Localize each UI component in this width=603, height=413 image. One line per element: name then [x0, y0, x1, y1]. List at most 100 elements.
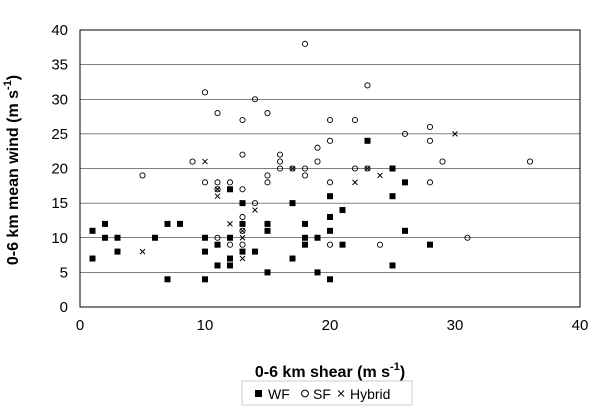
- x-axis-tick-labels: 0 10 20 30 40: [76, 317, 589, 334]
- point-sf: [214, 179, 221, 186]
- point-wf: [227, 234, 233, 241]
- point-wf: [202, 248, 208, 255]
- y-tick-label: 10: [51, 230, 68, 247]
- point-wf: [302, 241, 308, 248]
- point-wf: [302, 234, 308, 241]
- data-points: [89, 40, 534, 283]
- point-sf: [326, 241, 334, 248]
- point-sf: [239, 116, 246, 124]
- point-wf: [289, 200, 296, 207]
- point-sf: [301, 40, 309, 47]
- point-wf: [327, 227, 333, 234]
- point-sf: [401, 130, 409, 137]
- point-wf: [302, 220, 308, 227]
- point-sf: [239, 186, 246, 193]
- point-wf: [102, 220, 108, 227]
- point-sf: [276, 165, 284, 172]
- point-sf: [289, 165, 296, 172]
- point-wf: [252, 248, 258, 255]
- point-sf: [464, 234, 471, 241]
- point-wf: [389, 262, 396, 269]
- point-hybrid: [452, 131, 458, 137]
- point-hybrid: [364, 165, 371, 172]
- point-hybrid: [227, 221, 233, 227]
- point-wf: [227, 186, 233, 193]
- point-sf: [201, 179, 209, 186]
- point-wf: [102, 234, 108, 241]
- point-wf: [114, 248, 121, 255]
- y-axis-tick-labels: 0 5 10 15 20 25 30 35 40: [51, 22, 68, 316]
- point-wf: [214, 262, 221, 269]
- point-sf: [189, 158, 196, 165]
- x-tick-label: 40: [572, 317, 589, 334]
- point-sf: [226, 179, 234, 186]
- legend-frame: [241, 380, 413, 406]
- point-hybrid: [214, 186, 221, 193]
- point-sf: [239, 227, 246, 234]
- point-sf: [426, 123, 434, 130]
- y-tick-label: 25: [51, 126, 68, 143]
- point-wf: [152, 234, 158, 241]
- point-sf: [239, 213, 246, 221]
- point-sf: [214, 110, 221, 117]
- y-tick-label: 40: [51, 22, 68, 39]
- point-sf: [276, 151, 284, 158]
- point-wf: [164, 276, 171, 283]
- point-sf: [276, 158, 284, 165]
- x-tick-label: 30: [447, 317, 464, 334]
- x-axis-title: 0-6 km shear (m s-1): [255, 361, 405, 381]
- point-hybrid: [377, 172, 383, 179]
- point-hybrid: [239, 227, 246, 234]
- point-sf: [326, 116, 334, 124]
- point-hybrid: [352, 179, 358, 186]
- point-wf: [202, 234, 208, 241]
- point-sf: [364, 165, 371, 172]
- point-wf: [402, 179, 408, 186]
- point-sf: [426, 179, 434, 186]
- plot-area-frame: [79, 29, 581, 308]
- point-wf: [89, 227, 96, 234]
- point-wf: [227, 262, 233, 269]
- point-sf: [264, 172, 271, 179]
- point-sf: [251, 96, 259, 103]
- point-wf: [389, 193, 396, 200]
- y-tick-label: 0: [60, 299, 68, 316]
- legend-hybrid-label: Hybrid: [350, 386, 390, 402]
- point-sf: [264, 179, 271, 186]
- point-wf: [264, 220, 271, 227]
- point-sf: [364, 82, 371, 89]
- point-sf: [226, 241, 234, 248]
- point-sf: [314, 158, 321, 165]
- point-wf: [239, 220, 246, 227]
- gridlines: [80, 64, 580, 273]
- point-hybrid: [139, 248, 146, 255]
- point-hybrid: [239, 255, 246, 262]
- point-wf: [264, 227, 271, 234]
- legend-wf-marker: [255, 390, 262, 397]
- point-wf: [327, 193, 333, 200]
- legend-sf-label: SF: [313, 386, 331, 402]
- point-wf: [339, 241, 346, 248]
- legend-sf-marker: [301, 389, 309, 398]
- point-wf: [89, 255, 96, 262]
- y-tick-label: 5: [60, 264, 68, 281]
- point-wf: [314, 269, 321, 276]
- point-sf: [264, 110, 271, 117]
- point-wf: [314, 234, 321, 241]
- y-tick-label: 20: [51, 161, 68, 178]
- point-wf: [264, 269, 271, 276]
- point-hybrid: [252, 207, 258, 213]
- point-hybrid: [214, 193, 221, 200]
- point-wf: [339, 207, 346, 214]
- point-sf: [314, 144, 321, 151]
- point-sf: [301, 172, 309, 179]
- point-wf: [227, 255, 233, 262]
- legend-wf-label: WF: [268, 386, 290, 402]
- point-sf: [214, 186, 221, 193]
- point-hybrid: [289, 165, 296, 172]
- point-sf: [301, 165, 309, 172]
- point-wf: [202, 276, 208, 283]
- y-tick-label: 30: [51, 91, 68, 108]
- point-wf: [289, 255, 296, 262]
- point-hybrid: [239, 234, 246, 241]
